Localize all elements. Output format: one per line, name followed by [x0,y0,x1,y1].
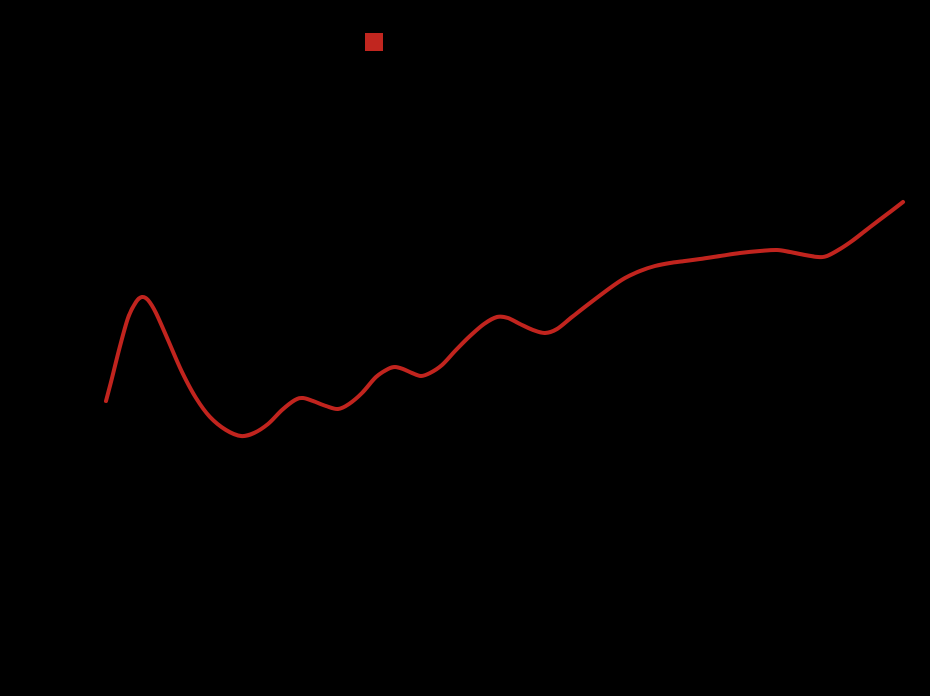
line-series [104,200,905,439]
legend-marker-swatch [365,33,383,51]
